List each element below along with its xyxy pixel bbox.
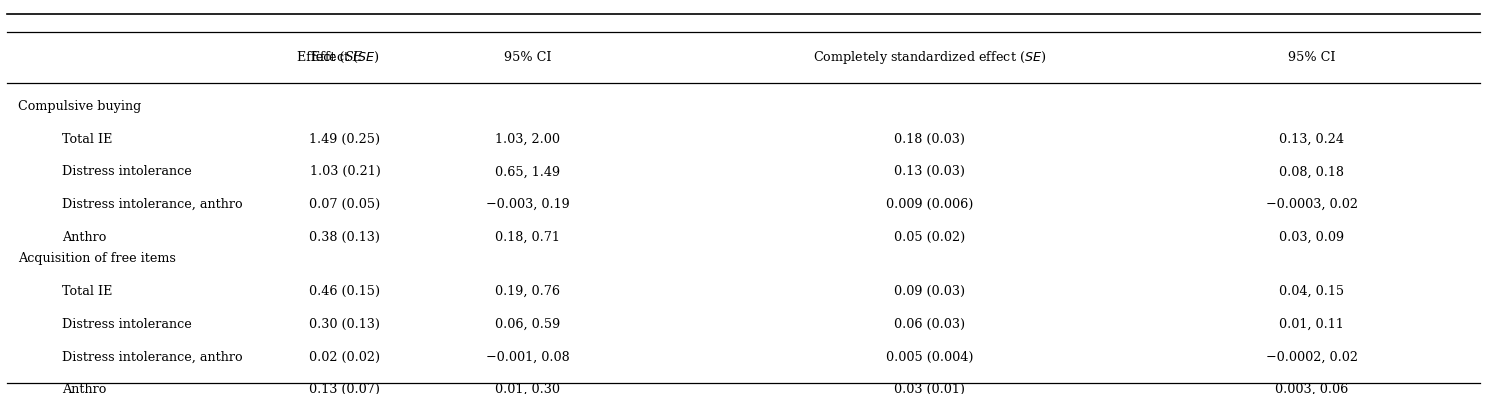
Text: Acquisition of free items: Acquisition of free items: [18, 253, 175, 265]
Text: 0.06 (0.03): 0.06 (0.03): [894, 318, 965, 331]
Text: Effect ($\mathit{SE}$): Effect ($\mathit{SE}$): [311, 50, 379, 65]
Text: 0.05 (0.02): 0.05 (0.02): [894, 231, 965, 243]
Text: 0.13, 0.24: 0.13, 0.24: [1279, 133, 1344, 145]
Text: 0.09 (0.03): 0.09 (0.03): [894, 285, 965, 298]
Text: 0.08, 0.18: 0.08, 0.18: [1279, 165, 1344, 178]
Text: 0.30 (0.13): 0.30 (0.13): [309, 318, 381, 331]
Text: 0.06, 0.59: 0.06, 0.59: [495, 318, 561, 331]
Text: 1.03 (0.21): 1.03 (0.21): [309, 165, 381, 178]
Text: 95% CI: 95% CI: [504, 51, 552, 63]
Text: 0.003, 0.06: 0.003, 0.06: [1274, 383, 1349, 394]
Text: 0.18, 0.71: 0.18, 0.71: [495, 231, 561, 243]
Text: Total IE: Total IE: [62, 285, 113, 298]
Text: Anthro: Anthro: [62, 231, 107, 243]
Text: 0.02 (0.02): 0.02 (0.02): [309, 351, 381, 363]
Text: SE: SE: [345, 51, 363, 63]
Text: Completely standardized effect ($\mathit{SE}$): Completely standardized effect ($\mathit…: [813, 48, 1045, 66]
Text: 0.009 (0.006): 0.009 (0.006): [886, 198, 972, 211]
Text: 0.46 (0.15): 0.46 (0.15): [309, 285, 381, 298]
Text: −0.003, 0.19: −0.003, 0.19: [486, 198, 570, 211]
Text: 0.01, 0.30: 0.01, 0.30: [495, 383, 561, 394]
Text: −0.0003, 0.02: −0.0003, 0.02: [1265, 198, 1358, 211]
Text: 0.13 (0.03): 0.13 (0.03): [894, 165, 965, 178]
Text: Distress intolerance: Distress intolerance: [62, 318, 192, 331]
Text: −0.001, 0.08: −0.001, 0.08: [486, 351, 570, 363]
Text: 0.65, 1.49: 0.65, 1.49: [495, 165, 561, 178]
Text: 1.03, 2.00: 1.03, 2.00: [495, 133, 561, 145]
Text: −0.0002, 0.02: −0.0002, 0.02: [1265, 351, 1358, 363]
Text: 0.03, 0.09: 0.03, 0.09: [1279, 231, 1344, 243]
Text: 0.13 (0.07): 0.13 (0.07): [309, 383, 381, 394]
Text: 0.18 (0.03): 0.18 (0.03): [894, 133, 965, 145]
Text: Compulsive buying: Compulsive buying: [18, 100, 141, 113]
Text: 0.38 (0.13): 0.38 (0.13): [309, 231, 381, 243]
Text: Distress intolerance: Distress intolerance: [62, 165, 192, 178]
Text: 0.04, 0.15: 0.04, 0.15: [1279, 285, 1344, 298]
Text: 0.03 (0.01): 0.03 (0.01): [894, 383, 965, 394]
Text: Anthro: Anthro: [62, 383, 107, 394]
Text: Effect (: Effect (: [297, 51, 345, 63]
Text: 0.005 (0.004): 0.005 (0.004): [886, 351, 972, 363]
Text: 1.49 (0.25): 1.49 (0.25): [309, 133, 381, 145]
Text: 0.19, 0.76: 0.19, 0.76: [495, 285, 561, 298]
Text: 0.07 (0.05): 0.07 (0.05): [309, 198, 381, 211]
Text: Distress intolerance, anthro: Distress intolerance, anthro: [62, 351, 242, 363]
Text: Distress intolerance, anthro: Distress intolerance, anthro: [62, 198, 242, 211]
Text: 0.01, 0.11: 0.01, 0.11: [1279, 318, 1344, 331]
Text: 95% CI: 95% CI: [1288, 51, 1335, 63]
Text: Total IE: Total IE: [62, 133, 113, 145]
